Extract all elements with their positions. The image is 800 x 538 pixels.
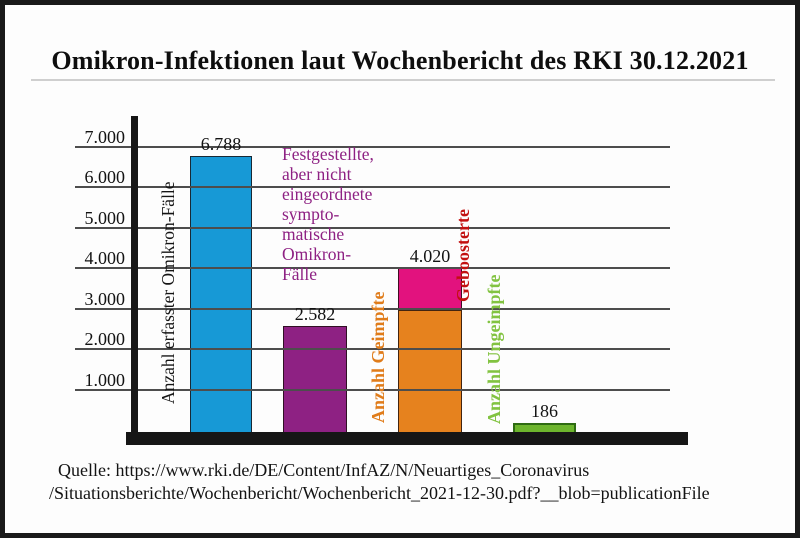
category-label-geimpfte: Anzahl Geimpfte — [368, 291, 388, 423]
y-axis-tick-label: 3.000 — [84, 289, 126, 309]
gridline — [75, 227, 670, 229]
gridline — [75, 348, 670, 350]
bar-segment-erfasste-omikron-f-lle — [190, 156, 252, 435]
y-axis-tick-label: 7.000 — [84, 127, 126, 147]
y-axis-tick-label: 2.000 — [84, 329, 126, 349]
gridline — [75, 389, 670, 391]
gridline — [75, 186, 670, 188]
gridline — [75, 267, 670, 269]
y-axis-line — [131, 116, 138, 445]
y-axis-tick-label: 6.000 — [84, 167, 126, 187]
source-line-1: Quelle: https://www.rki.de/DE/Content/In… — [58, 460, 590, 480]
gridline — [75, 308, 670, 310]
y-axis-tick-label: 1.000 — [84, 370, 126, 390]
y-axis-tick-label: 5.000 — [84, 208, 126, 228]
plot-area: Anzahl erfasster Omikron-Fälle Festgeste… — [5, 5, 795, 533]
x-axis-line — [126, 432, 688, 445]
gridline — [75, 146, 670, 148]
bar-segment-geboosterte — [398, 268, 462, 310]
y-axis-tick-label: 4.000 — [84, 248, 126, 268]
bar-segment-geimpfte — [398, 309, 462, 435]
bar-segment-symptomatische-omikron-f-lle — [283, 326, 347, 435]
bar-value-label: 2.582 — [294, 304, 336, 325]
chart-title: Omikron-Infektionen laut Wochenbericht d… — [51, 46, 749, 75]
annotation-festgestellte-faelle: Festgestellte, aber nicht eingeordnete s… — [282, 144, 374, 284]
bar-value-label: 4.020 — [409, 246, 451, 267]
bar-value-label: 6.788 — [200, 134, 242, 155]
bar-value-label: 186 — [531, 401, 558, 422]
source-line-2: /Situationsberichte/Wochenbericht/Wochen… — [49, 483, 710, 503]
title-divider — [31, 79, 775, 81]
category-label-erfasste-omikron-faelle: Anzahl erfasster Omikron-Fälle — [158, 181, 178, 405]
